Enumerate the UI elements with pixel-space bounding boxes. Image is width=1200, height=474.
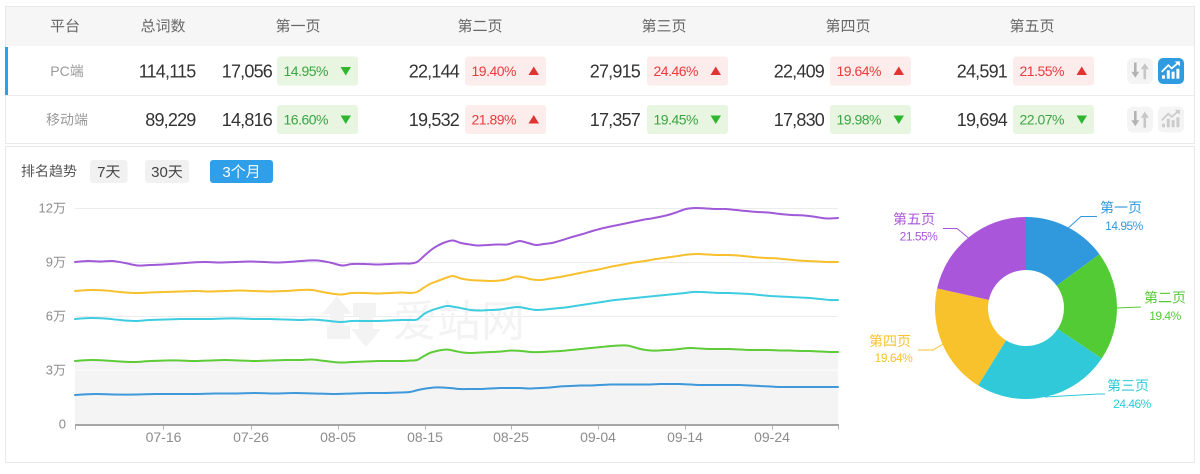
svg-text:21.89%: 21.89% bbox=[472, 112, 517, 128]
svg-text:19,694: 19,694 bbox=[957, 110, 1008, 130]
svg-text:09-04: 09-04 bbox=[580, 429, 616, 445]
svg-text:16.60%: 16.60% bbox=[284, 112, 329, 128]
svg-text:08-25: 08-25 bbox=[493, 429, 529, 445]
svg-text:07-16: 07-16 bbox=[146, 429, 182, 445]
svg-text:24,591: 24,591 bbox=[957, 61, 1008, 81]
svg-text:09-14: 09-14 bbox=[667, 429, 703, 445]
svg-text:19,532: 19,532 bbox=[409, 110, 460, 130]
svg-text:24.46%: 24.46% bbox=[654, 63, 699, 79]
svg-text:9: 9 bbox=[46, 255, 53, 270]
svg-text:21.55%: 21.55% bbox=[1020, 63, 1065, 79]
svg-text:14,816: 14,816 bbox=[222, 110, 273, 130]
svg-text:08-05: 08-05 bbox=[320, 429, 356, 445]
svg-text:30: 30 bbox=[151, 164, 168, 181]
svg-text:3: 3 bbox=[222, 164, 230, 181]
svg-text:21.55%: 21.55% bbox=[900, 229, 939, 243]
svg-text:08-15: 08-15 bbox=[407, 429, 443, 445]
svg-text:6: 6 bbox=[46, 309, 53, 324]
svg-text:17,357: 17,357 bbox=[590, 110, 641, 130]
svg-text:27,915: 27,915 bbox=[590, 61, 641, 81]
svg-text:17,056: 17,056 bbox=[222, 61, 273, 81]
svg-text:19.64%: 19.64% bbox=[837, 63, 882, 79]
svg-text:07-26: 07-26 bbox=[233, 429, 269, 445]
svg-text:22,144: 22,144 bbox=[409, 61, 460, 81]
svg-text:24.46%: 24.46% bbox=[1113, 397, 1152, 411]
svg-text:3: 3 bbox=[46, 363, 53, 378]
svg-text:09-24: 09-24 bbox=[754, 429, 790, 445]
svg-text:17,830: 17,830 bbox=[774, 110, 825, 130]
svg-text:22,409: 22,409 bbox=[774, 61, 825, 81]
svg-text:19.98%: 19.98% bbox=[837, 112, 882, 128]
svg-text:89,229: 89,229 bbox=[145, 110, 196, 130]
svg-text:14.95%: 14.95% bbox=[1105, 219, 1144, 233]
svg-text:19.45%: 19.45% bbox=[654, 112, 699, 128]
svg-text:PC: PC bbox=[50, 63, 69, 79]
svg-text:14.95%: 14.95% bbox=[284, 63, 329, 79]
svg-text:19.64%: 19.64% bbox=[875, 351, 914, 365]
svg-text:19.4%: 19.4% bbox=[1149, 309, 1181, 323]
svg-text:22.07%: 22.07% bbox=[1020, 112, 1065, 128]
svg-text:7: 7 bbox=[97, 164, 105, 181]
svg-text:12: 12 bbox=[39, 201, 53, 216]
svg-text:19.40%: 19.40% bbox=[472, 63, 517, 79]
svg-text:114,115: 114,115 bbox=[139, 61, 197, 81]
svg-text:0: 0 bbox=[59, 417, 66, 432]
